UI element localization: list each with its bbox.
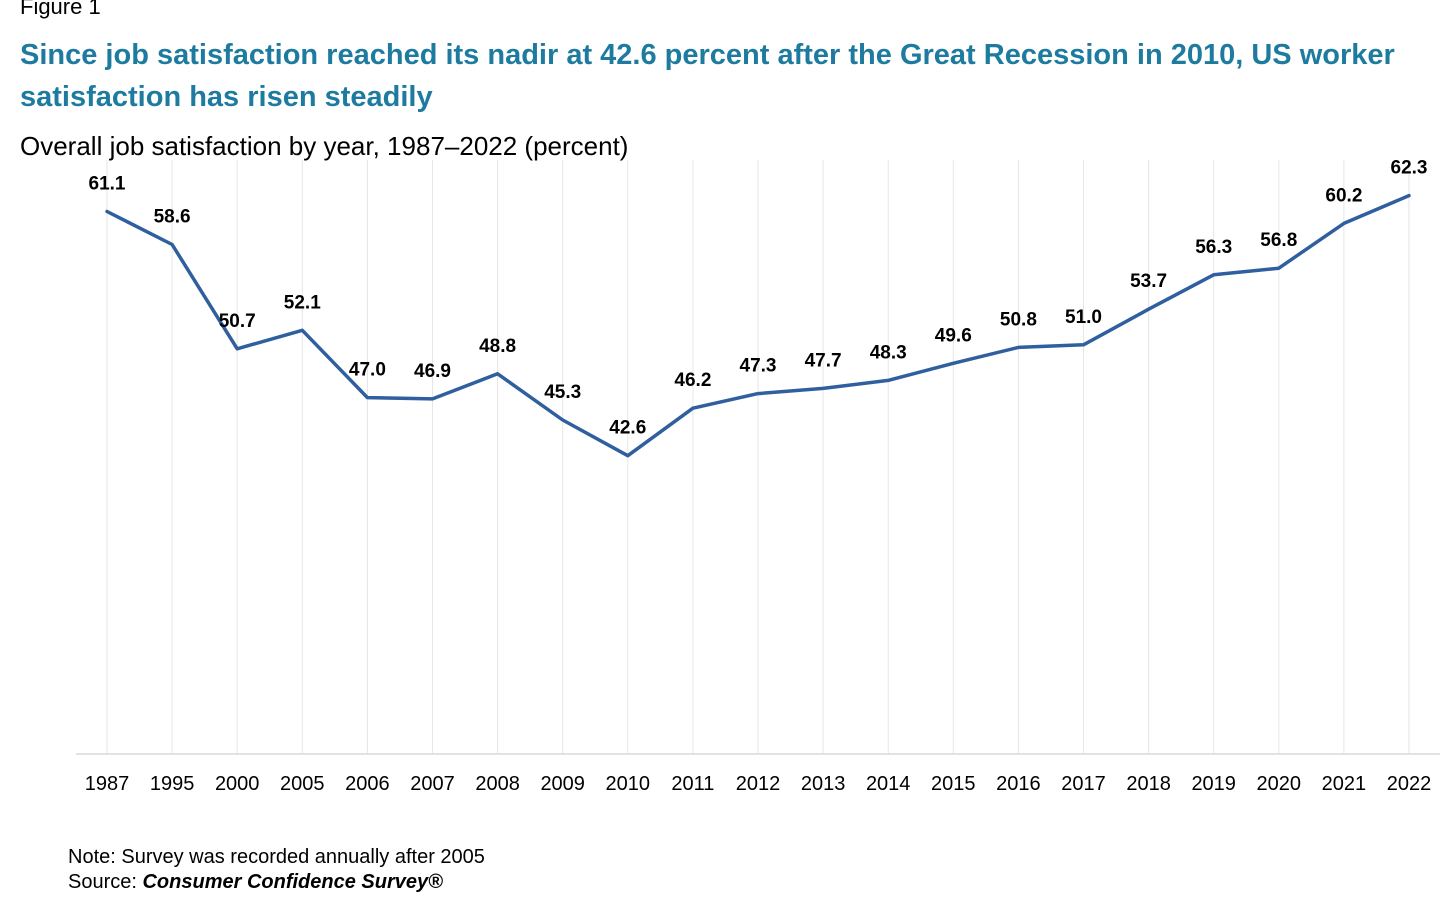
data-label-2011: 46.2 [674,370,711,391]
data-label-1995: 58.6 [154,206,191,227]
x-tick-2017: 2017 [1061,773,1106,795]
x-tick-2022: 2022 [1387,773,1432,795]
source-name: Consumer Confidence Survey® [142,871,443,893]
data-label-2018: 53.7 [1130,271,1167,292]
chart-title: Since job satisfaction reached its nadir… [20,39,1395,113]
x-tick-2013: 2013 [801,773,846,795]
figure-label: Figure 1 [20,0,101,19]
data-label-2000: 50.7 [219,311,256,332]
source-line: Source: Consumer Confidence Survey® [68,870,485,895]
note-text: Note: Survey was recorded annually after… [68,846,485,868]
data-label-1987: 61.1 [89,173,126,194]
x-tick-2009: 2009 [540,773,585,795]
x-tick-2014: 2014 [866,773,911,795]
x-tick-2016: 2016 [996,773,1041,795]
x-tick-2007: 2007 [410,773,455,795]
x-tick-2010: 2010 [606,773,651,795]
x-tick-1987: 1987 [85,773,130,795]
data-labels: 61.1 58.6 50.7 52.1 47.0 46.9 48.8 45.3 42.6 46.2… [89,158,1428,439]
data-label-2017: 51.0 [1065,307,1102,328]
data-label-2010: 42.6 [609,418,646,439]
x-tick-2000: 2000 [215,773,260,795]
data-label-2012: 47.3 [740,356,777,377]
chart-subtitle: Overall job satisfaction by year, 1987–2… [20,131,629,161]
x-tick-2006: 2006 [345,773,390,795]
data-label-2014: 48.3 [870,342,907,363]
data-label-2022: 62.3 [1391,158,1428,179]
x-tick-2011: 2011 [671,773,714,795]
data-label-2020: 56.8 [1260,230,1297,251]
data-label-2016: 50.8 [1000,309,1037,330]
x-tick-2012: 2012 [736,773,781,795]
x-tick-labels: 1987 1995 2000 2005 2006 2007 2008 2009 2010 2011… [85,773,1432,795]
x-tick-2020: 2020 [1257,773,1302,795]
data-label-2013: 47.7 [805,350,842,371]
data-label-2008: 48.8 [479,336,516,357]
data-label-2006: 47.0 [349,360,386,381]
data-label-2005: 52.1 [284,292,321,313]
data-label-2007: 46.9 [414,361,451,382]
x-tick-2019: 2019 [1191,773,1236,795]
x-tick-2015: 2015 [931,773,976,795]
x-tick-2008: 2008 [475,773,520,795]
x-tick-2005: 2005 [280,773,325,795]
series-line [105,193,1411,458]
x-tick-2018: 2018 [1126,773,1171,795]
data-label-2019: 56.3 [1195,237,1232,258]
data-label-2015: 49.6 [935,325,972,346]
chart-notes: Note: Survey was recorded annually after… [68,845,485,895]
data-label-2009: 45.3 [544,382,581,403]
data-label-2021: 60.2 [1325,185,1362,206]
source-prefix: Source: [68,871,143,893]
x-tick-1995: 1995 [150,773,195,795]
gridlines [106,160,1410,754]
x-tick-2021: 2021 [1322,773,1367,795]
